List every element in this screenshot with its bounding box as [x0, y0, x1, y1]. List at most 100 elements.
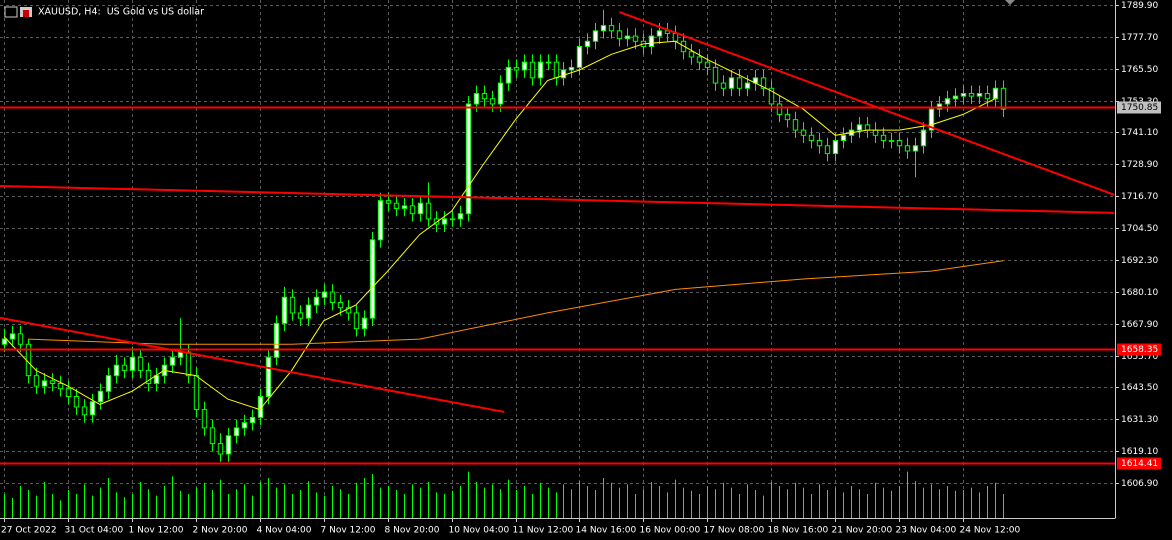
candle-body: [656, 30, 663, 37]
candle-body: [832, 140, 839, 155]
candle-body: [361, 317, 368, 330]
y-tick-label: 1728.90: [1121, 160, 1158, 170]
candle-body: [513, 66, 520, 71]
candle-body: [696, 56, 703, 63]
candle-body: [305, 304, 312, 319]
candle-body: [209, 427, 216, 445]
candle-body: [744, 82, 751, 89]
candle-body: [856, 124, 863, 131]
candle-body: [896, 140, 903, 147]
candle-body: [688, 51, 695, 58]
candle-body: [1, 338, 8, 345]
x-tick-label: 7 Nov 12:00: [321, 526, 376, 536]
candle-body: [576, 45, 583, 68]
candle-body: [960, 93, 967, 97]
candle-body: [952, 95, 959, 100]
candle-body: [824, 145, 831, 155]
candle-body: [201, 409, 208, 429]
candle-body: [97, 390, 104, 403]
x-tick-label: 18 Nov 16:00: [768, 526, 829, 536]
candle-body: [584, 40, 591, 47]
candle-body: [265, 356, 272, 398]
candle-body: [529, 61, 536, 79]
y-tick-label: 1619.10: [1121, 447, 1158, 457]
x-tick-label: 31 Oct 04:00: [65, 526, 124, 536]
x-tick-label: 14 Nov 16:00: [576, 526, 637, 536]
candle-body: [545, 61, 552, 64]
candle-body: [257, 396, 264, 418]
candle-body: [49, 380, 56, 384]
candle-body: [185, 351, 192, 377]
y-tick-label: 1692.30: [1121, 256, 1158, 266]
candle-body: [369, 239, 376, 319]
moving-average: [3, 40, 996, 411]
candle-body: [760, 77, 767, 89]
candle-body: [624, 35, 631, 40]
candle-body: [105, 375, 112, 392]
x-tick-label: 10 Nov 04:00: [449, 526, 510, 536]
y-tick-label: 1643.50: [1121, 383, 1158, 393]
candle-body: [944, 98, 951, 105]
candle-body: [233, 427, 240, 437]
candle-body: [393, 202, 400, 209]
title-bar: XAUUSD, H4: US Gold vs US dollar: [4, 6, 204, 18]
y-tick-label: 1631.30: [1121, 415, 1158, 425]
candle-body: [273, 322, 280, 358]
x-tick-label: 4 Nov 04:00: [257, 526, 312, 536]
candle-body: [800, 129, 807, 136]
candle-body: [600, 25, 607, 32]
candle-body: [648, 35, 655, 47]
candle-body: [968, 93, 975, 97]
level-label: 1658.35: [1121, 345, 1158, 355]
scroll-marker: [1005, 0, 1015, 5]
candle-body: [928, 108, 935, 131]
candle-body: [169, 356, 176, 366]
icon: [23, 10, 29, 17]
candle-body: [377, 200, 384, 241]
y-tick-label: 1741.10: [1121, 128, 1158, 138]
candle-body: [904, 145, 911, 152]
trendline: [0, 316, 505, 413]
candle-body: [385, 200, 392, 204]
candle-body: [329, 291, 336, 303]
candle-body: [784, 113, 791, 121]
candle-body: [41, 380, 48, 387]
level-label-box: [1117, 101, 1161, 114]
x-tick-label: 8 Nov 20:00: [385, 526, 440, 536]
candle-body: [249, 416, 256, 424]
x-tick-label: 27 Oct 2022: [1, 526, 57, 536]
x-tick-label: 16 Nov 00:00: [640, 526, 701, 536]
icon: [4, 6, 18, 18]
candle-body: [568, 66, 575, 71]
y-tick-label: 1680.10: [1121, 288, 1158, 298]
candle-body: [289, 296, 296, 314]
candle-body: [481, 93, 488, 100]
candle-body: [417, 202, 424, 215]
candle-body: [912, 145, 919, 152]
candle-body: [465, 103, 472, 215]
candle-body: [537, 61, 544, 79]
candle-body: [592, 30, 599, 42]
candle-body: [353, 312, 360, 330]
candle-body: [217, 443, 224, 455]
candle-body: [33, 375, 40, 387]
candle-body: [792, 119, 799, 131]
candle-body: [672, 32, 679, 42]
candle-body: [401, 205, 408, 209]
trendline: [619, 11, 1115, 196]
candle-body: [920, 129, 927, 147]
candle-body: [121, 364, 128, 371]
candle-body: [177, 351, 184, 358]
candle-body: [17, 333, 24, 345]
candle-body: [776, 103, 783, 115]
candle-body: [145, 369, 152, 384]
candle-body: [864, 124, 871, 131]
candle-body: [608, 25, 615, 32]
y-tick-label: 1765.50: [1121, 65, 1158, 75]
y-tick-label: 1704.50: [1121, 224, 1158, 234]
x-tick-label: 21 Nov 20:00: [832, 526, 893, 536]
candle-body: [337, 301, 344, 309]
candle-body: [728, 77, 735, 89]
